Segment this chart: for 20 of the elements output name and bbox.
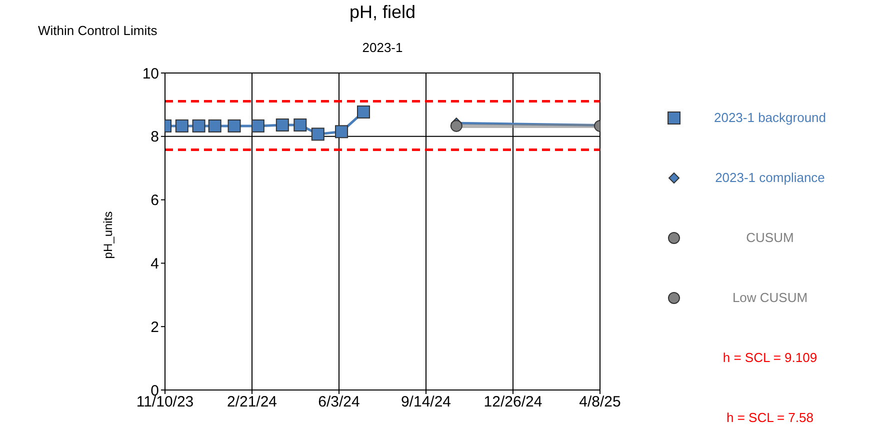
- y-tick-label: 8: [150, 128, 159, 146]
- text: CUSUM: [745, 230, 795, 245]
- y-tick-label: 2: [150, 318, 159, 336]
- y-tick-label: 4: [150, 256, 159, 273]
- y-tick-label: 10: [142, 65, 159, 82]
- y-tick-label: 6: [150, 192, 159, 210]
- ref-line-label: h = SCL = 9.109: [722, 350, 818, 365]
- ref-line-label: h = SCL = 7.58: [726, 410, 814, 425]
- x-tick-label: 12/26/24: [484, 394, 542, 411]
- text: 2023-1 compliance: [714, 170, 826, 185]
- text: 2023-1 background: [712, 110, 828, 125]
- legend-label: Low CUSUM: [731, 290, 809, 305]
- chart-subtitle: 2023-1: [361, 40, 404, 55]
- x-tick-label: 9/14/24: [400, 394, 452, 411]
- y-axis-title: pH_units: [101, 211, 115, 259]
- chart-title: pH, field: [348, 2, 417, 23]
- x-tick-label: 2/21/24: [226, 394, 278, 411]
- text: Within Control Limits: [38, 23, 158, 38]
- x-tick-label: 6/3/24: [318, 394, 360, 411]
- x-tick-label: 4/8/25: [579, 394, 621, 411]
